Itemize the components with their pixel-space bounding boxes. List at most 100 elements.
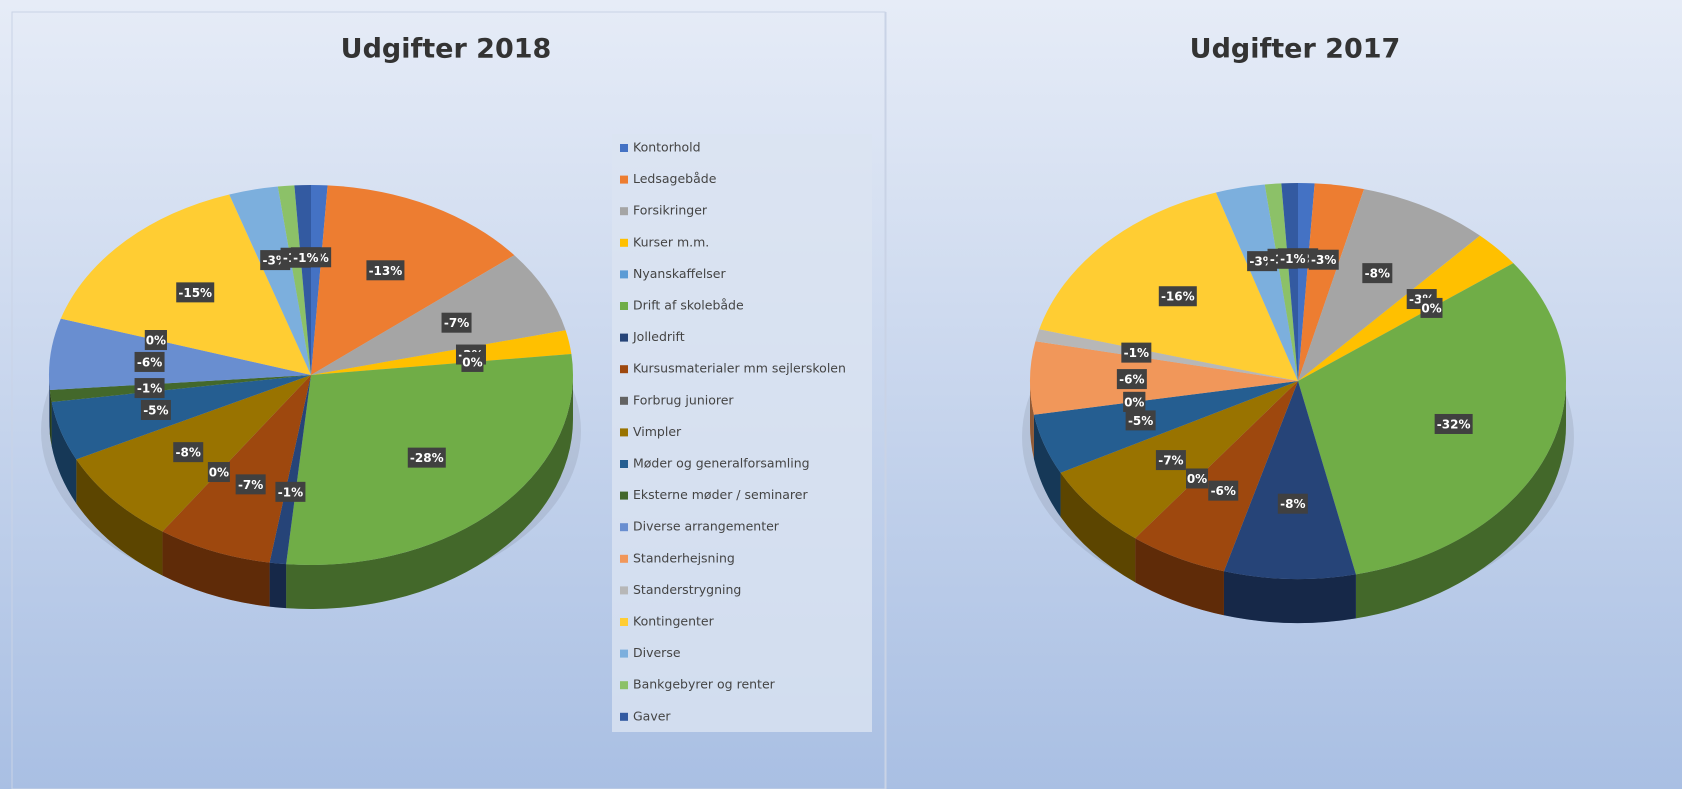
- data-label-bg: [134, 378, 165, 399]
- legend-label: Bankgebyrer og renter: [633, 677, 776, 692]
- data-label: -6%: [1119, 373, 1144, 387]
- data-label: -1%: [137, 382, 162, 396]
- slice: [311, 185, 328, 375]
- legend-swatch: [620, 586, 628, 595]
- legend-label: Møder og generalforsamling: [633, 456, 810, 471]
- data-label-bg: [1158, 286, 1197, 307]
- slice: [269, 375, 311, 565]
- legend-label: Vimpler: [633, 424, 682, 439]
- slice: [294, 185, 311, 375]
- data-label: -32%: [1437, 417, 1471, 431]
- slice: [311, 330, 572, 375]
- slice: [1030, 341, 1298, 415]
- slice-side: [76, 459, 163, 576]
- data-label: 0%: [1124, 395, 1144, 409]
- data-label: -7%: [1158, 454, 1183, 468]
- slice-side: [1060, 472, 1136, 583]
- data-label-bg: [1116, 369, 1147, 390]
- data-label: -28%: [410, 451, 444, 465]
- slice-side-shade: [51, 402, 77, 504]
- data-label: 0%: [1421, 301, 1441, 315]
- slice: [51, 375, 312, 460]
- legend-swatch: [620, 175, 628, 184]
- slice: [311, 255, 566, 375]
- legend-label: Kontorhold: [633, 140, 701, 155]
- legend-label: Diverse arrangementer: [633, 519, 780, 534]
- data-label: -3%: [1311, 253, 1336, 267]
- slice: [1281, 183, 1298, 381]
- slice: [1298, 189, 1480, 381]
- slice: [311, 185, 515, 375]
- slice-side-shade: [269, 562, 287, 609]
- data-label-bg: [1308, 249, 1339, 270]
- legend-swatch: [620, 238, 628, 247]
- slice-side: [1135, 538, 1224, 616]
- data-label-bg: [1208, 480, 1239, 501]
- slice: [1298, 263, 1566, 575]
- legend-swatch: [620, 554, 628, 563]
- slice-side: [1223, 571, 1356, 623]
- data-label: -1%: [293, 251, 318, 265]
- data-label-bg: [144, 330, 167, 351]
- data-label-bg: [1277, 493, 1308, 514]
- legend-label: Kontingenter: [633, 614, 715, 629]
- data-label: -8%: [1365, 267, 1390, 281]
- slice-side-shade: [1030, 381, 1034, 459]
- slice-side: [1355, 381, 1566, 619]
- data-label-bg: [176, 282, 215, 303]
- data-label-bg: [134, 351, 165, 372]
- slice-side-shade: [1060, 472, 1136, 583]
- legend-label: Eksterne møder / seminarer: [633, 487, 808, 502]
- data-label: 0%: [462, 355, 482, 369]
- slice: [48, 318, 311, 391]
- data-label-bg: [1362, 263, 1393, 284]
- data-label-bg: [1155, 450, 1186, 471]
- data-label: 0%: [146, 334, 166, 348]
- data-label-bg: [1420, 297, 1443, 318]
- data-label: -13%: [369, 264, 403, 278]
- slice-side-shade: [76, 459, 163, 576]
- data-label-bg: [275, 481, 306, 502]
- slice-side-shade: [1355, 381, 1566, 619]
- slice-side-shade: [1223, 571, 1356, 623]
- legend-label: Kursusmaterialer mm sejlerskolen: [633, 361, 846, 376]
- data-label-bg: [366, 260, 405, 281]
- data-label-bg: [1277, 248, 1308, 269]
- data-label-bg: [1125, 410, 1156, 431]
- data-label: -6%: [1211, 484, 1236, 498]
- legend-swatch: [620, 396, 628, 405]
- slice: [162, 375, 311, 563]
- data-label-bg: [407, 447, 446, 468]
- legend-label: Jolledrift: [632, 329, 685, 344]
- data-label-bg: [461, 351, 484, 372]
- legend-swatch: [620, 618, 628, 626]
- legend-swatch: [620, 207, 628, 216]
- data-label-bg: [235, 474, 266, 495]
- legend-swatch: [620, 365, 628, 374]
- slice-side-shade: [286, 375, 573, 609]
- data-label: -5%: [1128, 414, 1153, 428]
- slice-side-shade: [1033, 414, 1061, 517]
- legend-swatch: [620, 302, 628, 310]
- legend-swatch: [620, 523, 628, 532]
- data-label-bg: [290, 247, 321, 268]
- data-label-bg: [207, 462, 230, 483]
- legend-swatch: [620, 712, 628, 721]
- data-label: -1%: [1124, 346, 1149, 360]
- data-label-bg: [173, 442, 204, 463]
- slice-side-shade: [1135, 538, 1224, 616]
- slice: [229, 186, 311, 375]
- data-label: -5%: [143, 403, 168, 417]
- slice-side-shade: [162, 531, 270, 607]
- data-label-bg: [1121, 342, 1152, 363]
- legend-swatch: [620, 491, 628, 500]
- legend-swatch: [620, 428, 628, 437]
- data-label: -7%: [444, 316, 469, 330]
- legend-label: Standerstrygning: [633, 582, 741, 597]
- slice: [1298, 183, 1365, 381]
- slice-side: [269, 562, 287, 609]
- slice-side-shade: [49, 390, 52, 447]
- data-label-bg: [1123, 391, 1146, 412]
- legend-label: Kurser m.m.: [633, 234, 709, 249]
